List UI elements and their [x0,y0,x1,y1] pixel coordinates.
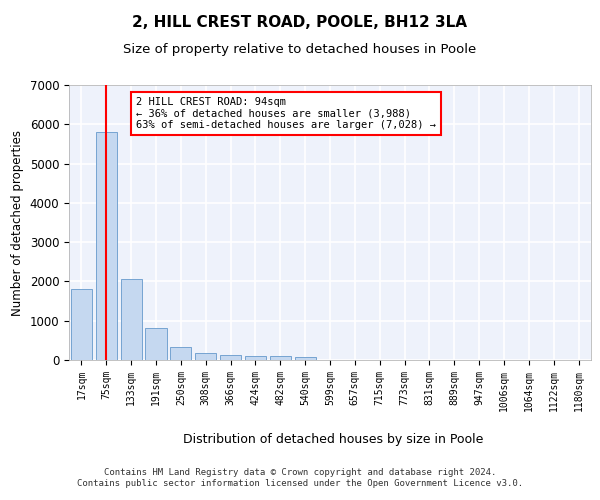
Text: 2 HILL CREST ROAD: 94sqm
← 36% of detached houses are smaller (3,988)
63% of sem: 2 HILL CREST ROAD: 94sqm ← 36% of detach… [136,97,436,130]
Bar [220,356,241,360]
Bar [121,280,142,360]
Bar [245,356,266,360]
Text: 2, HILL CREST ROAD, POOLE, BH12 3LA: 2, HILL CREST ROAD, POOLE, BH12 3LA [133,15,467,30]
Bar [170,346,191,360]
Bar [295,357,316,360]
Text: Size of property relative to detached houses in Poole: Size of property relative to detached ho… [124,42,476,56]
Bar [145,328,167,360]
Text: Distribution of detached houses by size in Poole: Distribution of detached houses by size … [183,432,483,446]
Bar [96,132,117,360]
Bar [71,290,92,360]
Bar [195,352,216,360]
Text: Contains HM Land Registry data © Crown copyright and database right 2024.
Contai: Contains HM Land Registry data © Crown c… [77,468,523,487]
Bar [270,356,291,360]
Y-axis label: Number of detached properties: Number of detached properties [11,130,24,316]
